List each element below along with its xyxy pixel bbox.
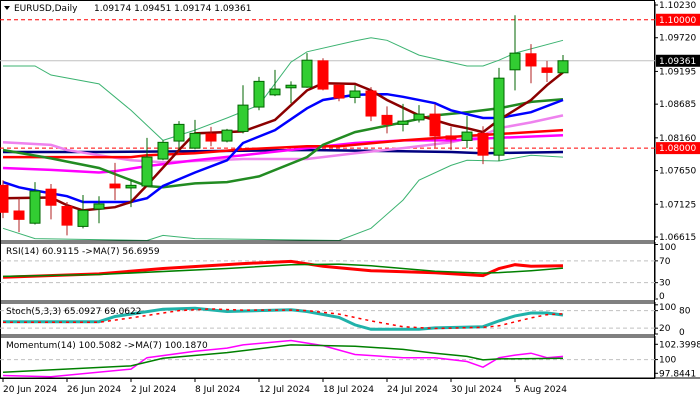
price-panel: 1.10230 1.09720 1.09195 1.08685 1.08160 1.076… bbox=[0, 1, 700, 243]
y-tick-label: 1.08160 bbox=[659, 134, 696, 144]
x-tick-label: 5 Aug 2024 bbox=[515, 385, 567, 395]
bullish-candle bbox=[557, 60, 569, 74]
y-tick-label: 30 bbox=[659, 279, 671, 289]
x-tick-label: 2 Jul 2024 bbox=[131, 385, 176, 395]
bullish-candle bbox=[189, 132, 201, 149]
bullish-candle bbox=[413, 113, 425, 121]
bullish-candle bbox=[509, 52, 521, 71]
bearish-candle bbox=[205, 133, 217, 142]
y-tick-label: 1.06615 bbox=[659, 233, 696, 243]
x-tick-label: 18 Jul 2024 bbox=[323, 385, 374, 395]
stoch-panel: 100 80 20 0 Stoch(5,3,3) 65.0927 69.0622 bbox=[0, 300, 691, 338]
bullish-candle bbox=[237, 104, 249, 132]
y-tick-label: 1.09720 bbox=[659, 34, 696, 44]
bearish-candle bbox=[0, 184, 9, 213]
bullish-candle bbox=[173, 123, 185, 142]
ma-7--line bbox=[2, 263, 564, 278]
rsi-14--line bbox=[2, 259, 564, 279]
ma-green-line bbox=[2, 98, 564, 189]
bullish-candle bbox=[157, 141, 169, 160]
time-axis: 20 Jun 2024 26 Jun 2024 2 Jul 2024 8 Jul 20… bbox=[0, 377, 700, 395]
bullish-candle bbox=[285, 84, 297, 89]
bearish-candle bbox=[61, 206, 73, 226]
x-tick-label: 20 Jun 2024 bbox=[3, 385, 57, 395]
y-tick-label: 102.3998 bbox=[659, 340, 700, 350]
bearish-candle bbox=[525, 53, 537, 67]
bearish-candle bbox=[317, 60, 329, 90]
y-tick-label: 0 bbox=[659, 292, 665, 302]
bearish-candle bbox=[445, 135, 457, 140]
bullish-candle bbox=[301, 59, 313, 88]
current-price-badge bbox=[656, 54, 700, 67]
bearish-candle bbox=[365, 90, 377, 117]
symbol-title: EURUSD,Daily bbox=[14, 4, 78, 14]
rsi-panel: 100 70 30 0 RSI(14) 60.9115 ->MA(7) 56.6959 bbox=[0, 240, 676, 302]
level-badge bbox=[656, 142, 700, 155]
bollinger-upper-line bbox=[3, 37, 564, 141]
momentum-14--line bbox=[2, 339, 564, 378]
bullish-candle bbox=[29, 190, 41, 224]
y-tick-label: 97.8441 bbox=[659, 369, 696, 379]
y-tick-label: 70 bbox=[659, 257, 671, 267]
bearish-candle bbox=[541, 67, 553, 73]
bullish-candle bbox=[461, 131, 473, 141]
stoch-main-line bbox=[3, 306, 564, 331]
y-tick-label: 100 bbox=[659, 243, 676, 253]
bearish-candle bbox=[429, 113, 441, 137]
y-tick-label: 1.10230 bbox=[659, 1, 696, 11]
y-tick-label: 100 bbox=[659, 356, 676, 366]
bearish-candle bbox=[381, 114, 393, 125]
x-tick-label: 30 Jul 2024 bbox=[451, 385, 502, 395]
level-badge bbox=[656, 13, 700, 26]
bullish-candle bbox=[77, 209, 89, 227]
y-tick-label: 1.09195 bbox=[659, 67, 696, 77]
x-tick-label: 26 Jun 2024 bbox=[67, 385, 121, 395]
y-tick-label: 1.08685 bbox=[659, 100, 696, 110]
ma-7--line bbox=[2, 344, 564, 374]
bullish-candle bbox=[141, 156, 153, 187]
bullish-candle bbox=[397, 120, 409, 125]
ohlc-readout: 1.09174 1.09451 1.09174 1.09361 bbox=[94, 4, 251, 14]
bullish-candle bbox=[221, 129, 233, 142]
x-tick-label: 8 Jul 2024 bbox=[195, 385, 240, 395]
level-label: 1.10000 bbox=[659, 16, 696, 26]
level-label: 1.08000 bbox=[659, 144, 696, 154]
indicator-title: Stoch(5,3,3) 65.0927 69.0622 bbox=[6, 307, 141, 317]
ma-blue-line bbox=[2, 92, 564, 204]
bearish-candle bbox=[109, 183, 121, 189]
bullish-candle bbox=[349, 90, 361, 98]
bearish-candle bbox=[477, 132, 489, 156]
y-tick-label: 80 bbox=[679, 307, 691, 317]
stoch-signal-line bbox=[3, 308, 564, 330]
bullish-candle bbox=[125, 184, 137, 189]
bollinger-lower-line bbox=[2, 154, 564, 242]
x-tick-label: 24 Jul 2024 bbox=[387, 385, 438, 395]
bearish-candle bbox=[333, 84, 345, 99]
indicator-title: Momentum(14) 100.5082 ->MA(7) 100.1870 bbox=[6, 341, 208, 351]
ma-violet-line bbox=[2, 114, 564, 164]
ma-magenta-line bbox=[2, 134, 564, 174]
collapse-triangle-icon[interactable] bbox=[4, 6, 10, 10]
x-tick-label: 12 Jul 2024 bbox=[259, 385, 310, 395]
bearish-candle bbox=[45, 188, 57, 206]
y-tick-label: 0 bbox=[679, 328, 685, 338]
current-price-label: 1.09361 bbox=[659, 57, 696, 67]
momentum-panel: 102.3998 100 97.8441 Momentum(14) 100.5082 … bbox=[0, 334, 700, 379]
y-tick-label: 1.07125 bbox=[659, 200, 696, 210]
bearish-candle bbox=[13, 210, 25, 220]
indicator-title: RSI(14) 60.9115 ->MA(7) 56.6959 bbox=[6, 247, 160, 257]
bullish-candle bbox=[93, 203, 105, 210]
bullish-candle bbox=[269, 88, 281, 96]
y-tick-label: 1.07650 bbox=[659, 167, 696, 177]
y-tick-label: 100 bbox=[659, 303, 676, 313]
bullish-candle bbox=[253, 80, 265, 108]
bullish-candle bbox=[493, 77, 505, 156]
y-tick-label: 20 bbox=[659, 324, 671, 334]
ma-darkred-line bbox=[2, 71, 564, 212]
